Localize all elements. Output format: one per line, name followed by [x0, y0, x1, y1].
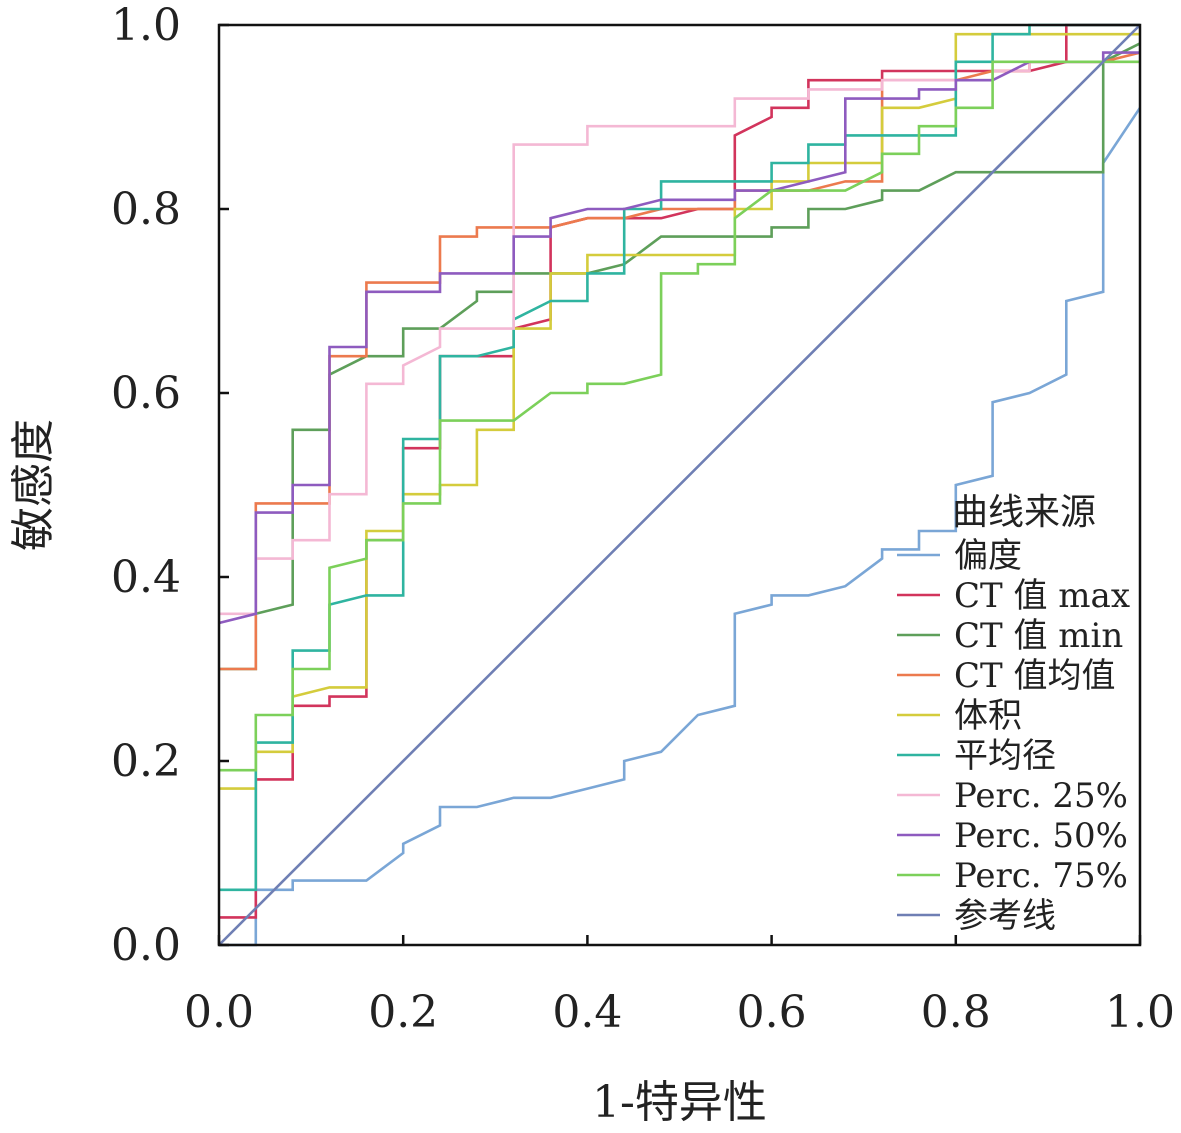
- series-line-1: [219, 107, 1142, 947]
- legend-label-6: 平均径: [954, 736, 1056, 776]
- legend-label-3: CT 值 min: [954, 616, 1123, 656]
- x-tick-label-1: 0.2: [368, 987, 438, 1038]
- x-axis-label: 1-特异性: [592, 1077, 767, 1128]
- legend-label-4: CT 值均值: [954, 656, 1116, 696]
- legend-label-7: Perc. 25%: [954, 776, 1128, 816]
- x-tick-label-2: 0.4: [552, 987, 622, 1038]
- legend-label-8: Perc. 50%: [954, 816, 1128, 856]
- legend-label-10: 参考线: [954, 896, 1056, 936]
- y-tick-label-2: 0.4: [111, 552, 181, 603]
- legend-label-2: CT 值 max: [954, 576, 1130, 616]
- series-layer: [218, 23, 1142, 947]
- plot-frame: [217, 23, 1142, 947]
- series-line-10: [218, 24, 1141, 946]
- x-tick-label-3: 0.6: [737, 987, 807, 1038]
- y-tick-label-4: 0.8: [111, 184, 181, 235]
- y-tick-label-0: 0.0: [111, 920, 181, 971]
- series-line-8: [218, 51, 1140, 625]
- legend-label-1: 偏度: [954, 536, 1022, 576]
- y-axis-label: 敏感度: [8, 419, 59, 551]
- legend-label-9: Perc. 75%: [954, 856, 1128, 896]
- y-tick-label-5: 1.0: [111, 0, 181, 51]
- x-tick-label-5: 1.0: [1105, 987, 1175, 1038]
- axes-layer: 0.0 0.2 0.4 0.6 0.8 1.0 0.0 0.2 0.4 0.6 0.8 1.0: [111, 0, 1175, 1038]
- y-tick-label-1: 0.2: [111, 736, 181, 787]
- series-line-4: [219, 51, 1141, 671]
- legend-label-5: 体积: [954, 696, 1022, 736]
- y-tick-label-3: 0.6: [111, 368, 181, 419]
- x-tick-label-4: 0.8: [921, 987, 991, 1038]
- legend-title: 曲线来源: [952, 492, 1096, 533]
- x-tick-label-0: 0.0: [184, 987, 254, 1038]
- series-line-5: [219, 32, 1140, 790]
- series-line-9: [219, 60, 1140, 772]
